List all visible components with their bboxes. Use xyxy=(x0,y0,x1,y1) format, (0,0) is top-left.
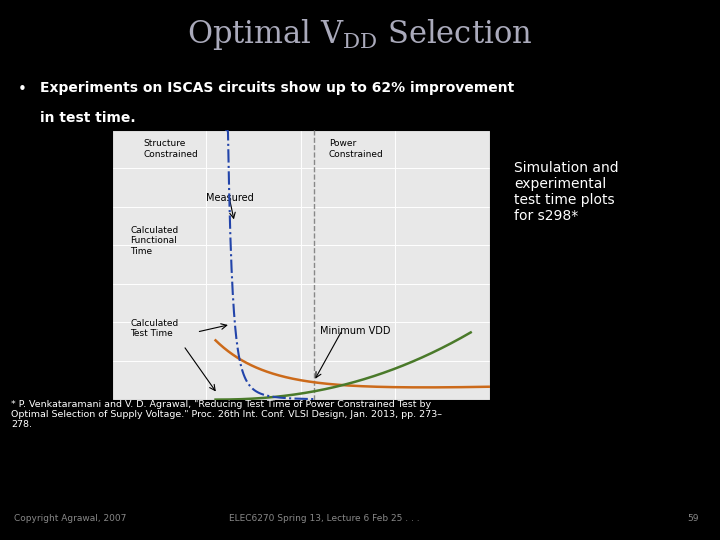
Text: Measured: Measured xyxy=(206,193,254,203)
Text: Simulation and
experimental
test time plots
for s298*: Simulation and experimental test time pl… xyxy=(514,160,619,223)
Text: Optimal V$_{\mathregular{DD}}$ Selection: Optimal V$_{\mathregular{DD}}$ Selection xyxy=(187,17,533,51)
Text: Power
Constrained: Power Constrained xyxy=(329,139,384,159)
Text: Experiments on ISCAS circuits show up to 62% improvement: Experiments on ISCAS circuits show up to… xyxy=(40,81,514,95)
Text: Minimum VDD: Minimum VDD xyxy=(320,326,390,336)
Text: in test time.: in test time. xyxy=(40,111,135,125)
Text: Copyright Agrawal, 2007: Copyright Agrawal, 2007 xyxy=(14,514,127,523)
Text: ELEC6270 Spring 13, Lecture 6 Feb 25 . . .: ELEC6270 Spring 13, Lecture 6 Feb 25 . .… xyxy=(229,514,419,523)
Text: Calculated
Test Time: Calculated Test Time xyxy=(130,319,179,338)
Text: Calculated
Functional
Time: Calculated Functional Time xyxy=(130,226,179,256)
Text: * P. Venkataramani and V. D. Agrawal, "Reducing Test Time of Power Constrained T: * P. Venkataramani and V. D. Agrawal, "R… xyxy=(11,400,442,429)
Text: Structure
Constrained: Structure Constrained xyxy=(144,139,199,159)
X-axis label: Supply Voltage (V): Supply Voltage (V) xyxy=(242,425,359,435)
Y-axis label: Test Time TT (μs): Test Time TT (μs) xyxy=(73,210,83,319)
Text: 59: 59 xyxy=(687,514,698,523)
Text: •: • xyxy=(18,82,27,97)
